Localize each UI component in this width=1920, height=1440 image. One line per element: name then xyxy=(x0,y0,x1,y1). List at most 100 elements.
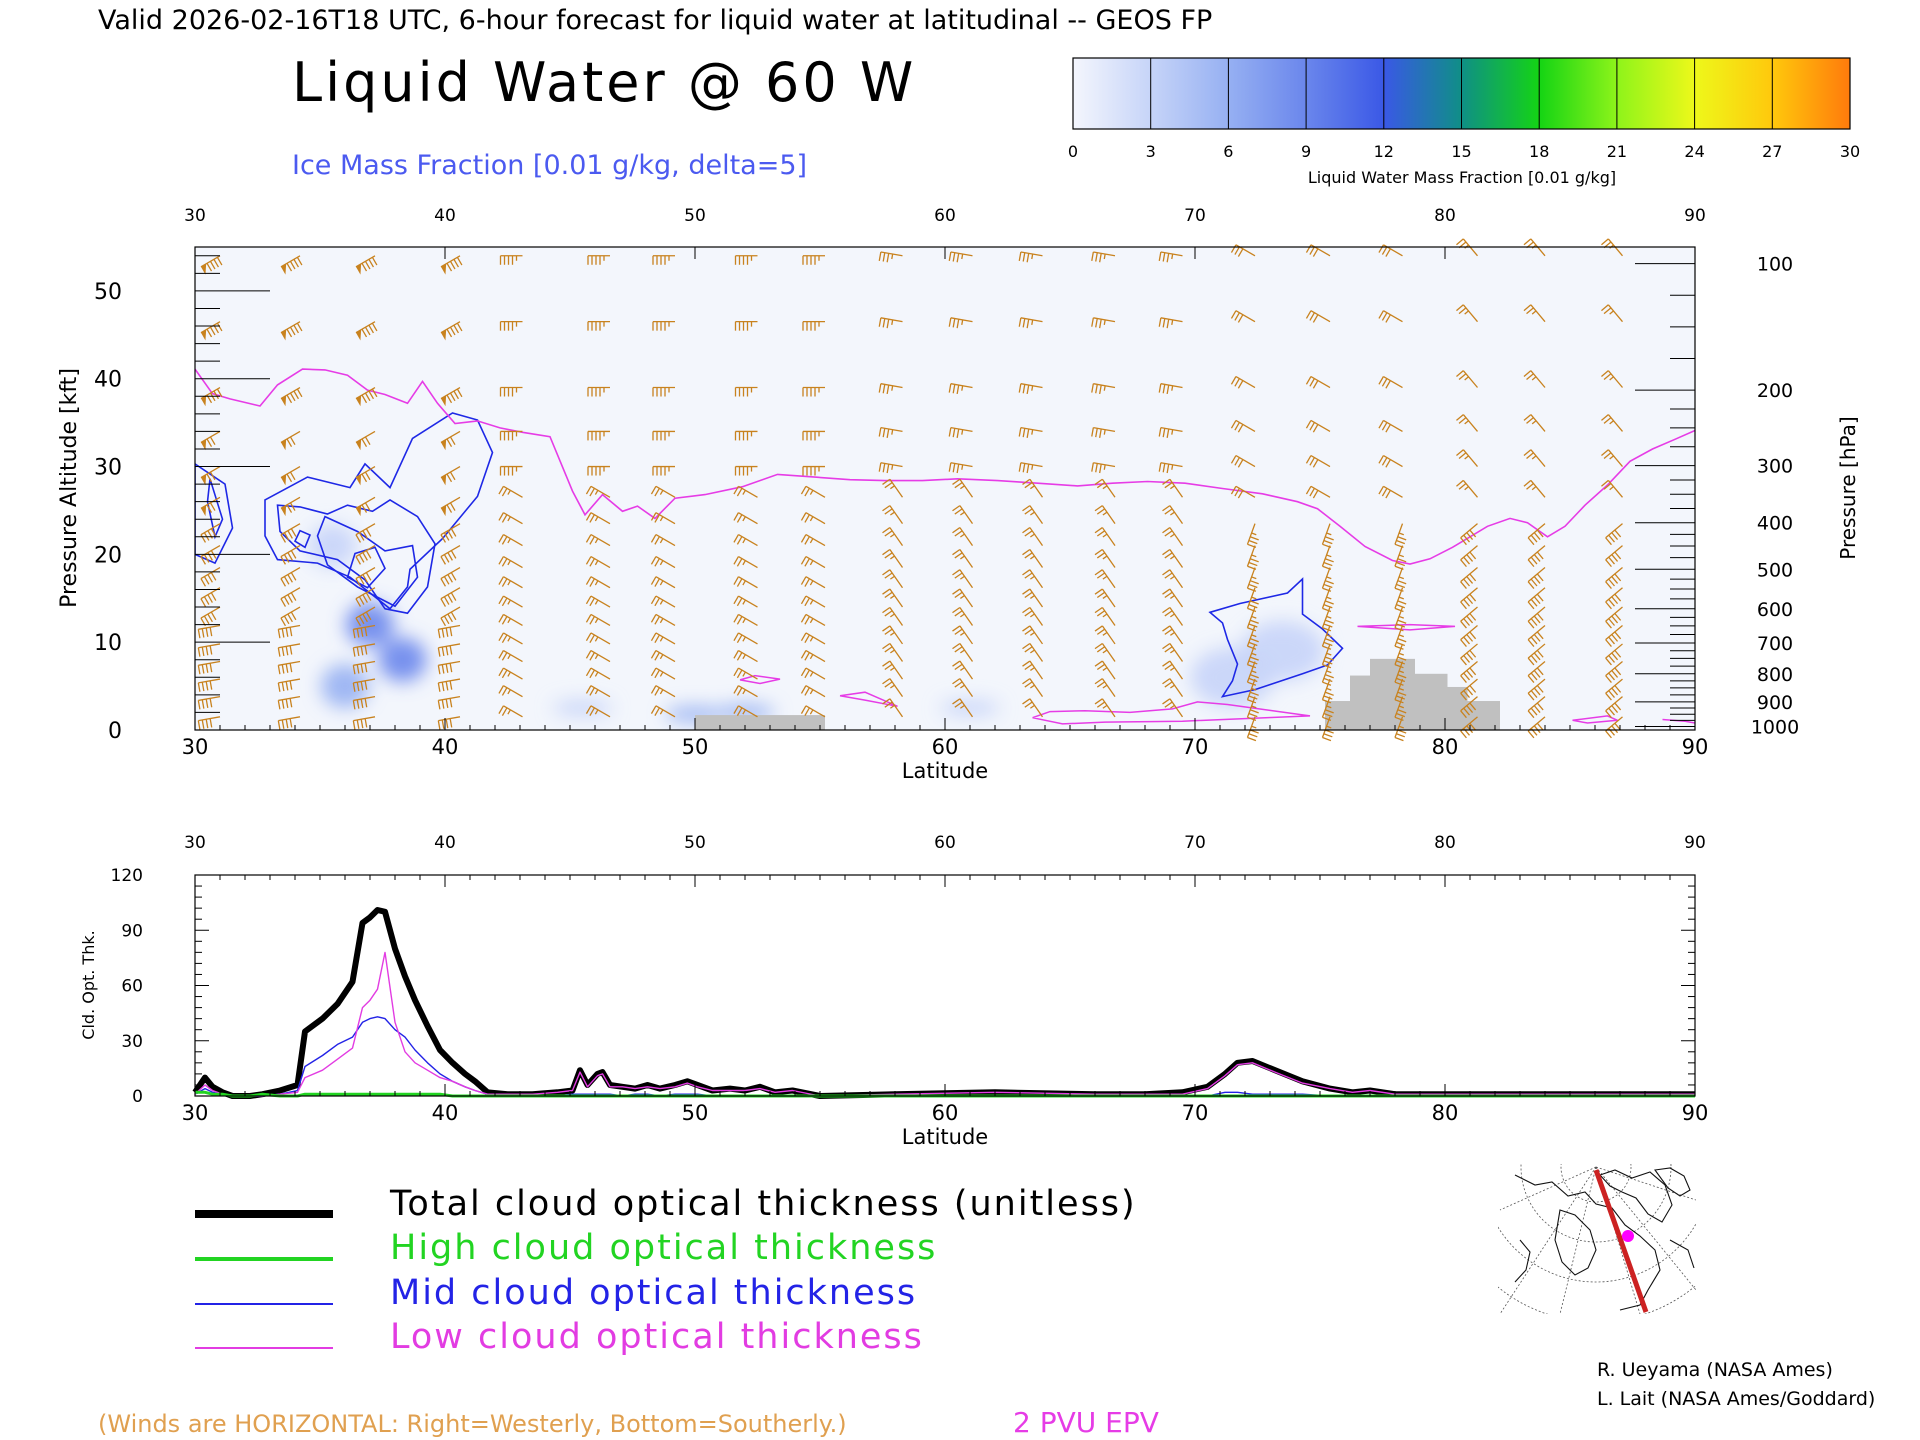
wind-barb-flag xyxy=(364,502,371,511)
wind-barb-half-flag xyxy=(1398,554,1405,558)
wind-barb-half-flag xyxy=(742,580,746,586)
wind-barb-staff xyxy=(590,512,611,525)
wind-barb-staff xyxy=(1246,696,1256,718)
wind-barb-flag xyxy=(1396,677,1406,683)
wind-barb xyxy=(1527,545,1546,568)
wind-barb-pennant xyxy=(200,395,207,407)
wind-barb-flag xyxy=(1305,244,1312,253)
wind-barb xyxy=(197,695,221,710)
wind-barb xyxy=(650,555,676,569)
wind-barb-flag xyxy=(733,534,740,543)
wind-barb-flag xyxy=(1094,478,1103,485)
wind-barb-flag xyxy=(352,720,356,730)
wind-barb-flag xyxy=(733,650,740,659)
wind-barb-staff xyxy=(1029,643,1044,662)
wind-barb-flag xyxy=(804,707,810,716)
wind-barb-flag xyxy=(1458,417,1467,424)
wind-barb xyxy=(1246,587,1259,613)
wind-barb-staff xyxy=(1246,716,1256,738)
wind-barb xyxy=(440,606,461,627)
wind-barb-staff xyxy=(503,649,523,663)
wind-barb-flag xyxy=(1463,618,1470,626)
wind-barb-flag xyxy=(1248,712,1258,718)
wind-barb-flag xyxy=(437,700,441,710)
wind-barb xyxy=(1523,479,1546,498)
wind-barb xyxy=(948,383,973,395)
wind-barb-half-flag xyxy=(1609,486,1614,491)
wind-barb-flag xyxy=(289,698,293,708)
wind-barb-flag xyxy=(449,260,456,270)
wind-barb-staff xyxy=(1029,607,1044,626)
wind-barb-flag xyxy=(1605,657,1612,666)
wind-barb-half-flag xyxy=(659,489,664,495)
colorbar-segment xyxy=(1383,58,1462,129)
wind-barb-flag xyxy=(882,548,891,556)
wind-barb-flag xyxy=(361,438,368,448)
wind-barb-flag xyxy=(800,705,807,714)
wind-barb-staff xyxy=(1246,523,1256,545)
wind-barb-half-flag xyxy=(1170,684,1175,689)
wind-barb-staff xyxy=(1607,304,1623,323)
wind-barb-flag xyxy=(954,663,963,671)
wind-barb xyxy=(498,512,523,525)
wind-barb-flag xyxy=(1533,554,1541,562)
lower-top-tick-label: 90 xyxy=(1684,833,1706,853)
wind-barb-flag xyxy=(368,324,375,334)
wind-barb-flag xyxy=(1024,628,1033,635)
wind-barb-staff xyxy=(1321,696,1331,718)
wind-barb-flag xyxy=(1530,672,1538,681)
wind-barb-flag xyxy=(1249,674,1259,679)
wind-barb-staff xyxy=(590,649,611,663)
liquid-water-blob xyxy=(1190,647,1275,708)
wind-barb xyxy=(948,317,973,329)
wind-barb xyxy=(1094,588,1116,608)
wind-barb xyxy=(1230,419,1256,433)
wind-barb xyxy=(280,587,301,607)
wind-barb xyxy=(499,320,523,331)
wind-barb-flag xyxy=(447,530,453,539)
wind-barb-flag xyxy=(1526,307,1534,315)
wind-barb-staff xyxy=(1246,643,1256,665)
wind-barb xyxy=(498,685,523,698)
wind-barb-flag xyxy=(209,627,213,637)
wind-barb xyxy=(1527,606,1546,629)
wind-barb-flag xyxy=(1091,317,1094,327)
wind-barb-flag xyxy=(289,471,296,481)
wind-barb xyxy=(197,716,221,730)
wind-barb-half-flag xyxy=(891,319,894,325)
wind-barb-half-flag xyxy=(1251,576,1257,580)
wind-barb-flag xyxy=(1466,634,1474,642)
lower-y-tick-label: 60 xyxy=(121,977,143,997)
wind-barb xyxy=(1094,548,1116,568)
wind-barb-staff xyxy=(1169,625,1184,645)
wind-barb-flag xyxy=(654,616,660,625)
wind-barb-staff xyxy=(959,549,974,568)
wind-barb-pennant xyxy=(200,439,207,451)
wind-barb xyxy=(440,523,461,543)
wind-barb xyxy=(499,386,523,397)
wind-barb-half-flag xyxy=(1102,485,1108,490)
wind-barb-flag xyxy=(1162,548,1171,556)
wind-barb-flag xyxy=(1234,246,1240,255)
wind-barb-flag xyxy=(1385,314,1391,323)
wind-barb-flag xyxy=(1324,536,1334,541)
wind-barb-flag xyxy=(443,615,450,625)
wind-barb-staff xyxy=(655,555,676,569)
wind-barb-staff xyxy=(805,613,826,627)
wind-barb-flag xyxy=(1249,638,1259,643)
wind-barb-flag xyxy=(287,530,293,539)
wind-barb-flag xyxy=(1305,455,1312,464)
wind-barb-half-flag xyxy=(1102,649,1108,654)
wind-barb-staff xyxy=(1101,588,1116,608)
wind-barb-half-flag xyxy=(890,485,895,490)
wind-barb-flag xyxy=(371,322,378,332)
wind-barb-staff xyxy=(1169,505,1184,525)
wind-barb-flag xyxy=(209,436,216,446)
wind-barb-half-flag xyxy=(1398,532,1405,536)
wind-barb-flag xyxy=(355,578,362,587)
wind-barb-half-flag xyxy=(1170,631,1175,636)
wind-barb-flag xyxy=(1230,485,1237,495)
wind-barb-staff xyxy=(1169,607,1184,626)
wind-barb-half-flag xyxy=(1398,687,1405,691)
wind-barb xyxy=(352,716,376,730)
